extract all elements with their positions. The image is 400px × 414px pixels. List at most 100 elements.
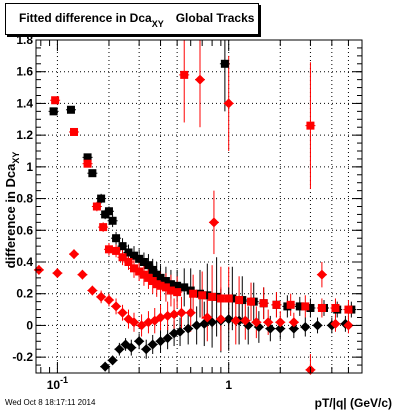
square-marker xyxy=(88,169,97,178)
diamond-marker xyxy=(275,317,286,328)
square-marker xyxy=(104,245,113,254)
y-tick-label: 1.4 xyxy=(16,96,33,110)
square-marker xyxy=(130,264,139,273)
diamond-marker xyxy=(111,301,122,312)
diamond-marker xyxy=(136,320,147,331)
square-marker xyxy=(148,277,157,286)
square-marker xyxy=(344,305,353,314)
axis-ticks xyxy=(36,39,363,374)
square-marker xyxy=(156,281,165,290)
square-marker xyxy=(156,273,165,282)
diamond-marker xyxy=(176,307,187,318)
square-marker xyxy=(99,223,108,232)
square-marker xyxy=(331,303,340,312)
square-marker xyxy=(83,159,92,168)
diamond-marker xyxy=(87,285,98,296)
square-marker xyxy=(220,59,229,68)
square-marker xyxy=(208,292,217,301)
y-tick-label: 1.2 xyxy=(16,128,33,142)
square-marker xyxy=(173,281,182,290)
y-axis-label-subscript: XY xyxy=(11,151,21,164)
square-marker xyxy=(112,234,121,243)
square-marker xyxy=(295,302,304,311)
diamond-marker xyxy=(77,269,88,280)
diamond-marker xyxy=(141,344,152,355)
diamond-marker xyxy=(240,315,251,326)
square-marker xyxy=(118,253,127,262)
square-marker xyxy=(161,277,170,286)
diamond-marker xyxy=(195,74,206,85)
x-tick-label: 10-1 xyxy=(47,375,68,392)
x-axis-label: pT/|q| (GeV/c) xyxy=(314,396,392,410)
square-marker xyxy=(166,286,175,295)
square-marker xyxy=(124,258,133,266)
y-axis-label-text: difference in Dca xyxy=(3,163,18,269)
square-marker xyxy=(317,303,326,312)
y-tick-label: 0 xyxy=(26,318,33,332)
square-marker xyxy=(247,297,256,306)
square-marker xyxy=(301,302,310,311)
diamond-marker xyxy=(162,333,173,344)
y-tick-label: 0.4 xyxy=(16,255,33,269)
diamond-marker xyxy=(230,315,241,326)
diamond-marker xyxy=(117,307,128,318)
diamond-marker xyxy=(208,217,219,228)
title-box: Fitted difference in DcaXY Global Tracks xyxy=(5,3,259,35)
diamond-marker xyxy=(52,268,63,279)
diamond-marker xyxy=(263,317,274,328)
y-tick-label: 0.8 xyxy=(16,192,33,206)
square-marker xyxy=(70,127,79,136)
square-marker xyxy=(139,258,148,266)
square-marker xyxy=(166,280,175,289)
square-marker xyxy=(144,273,153,282)
diamond-marker xyxy=(169,309,180,320)
square-marker xyxy=(83,153,92,162)
square-marker xyxy=(272,300,281,309)
square-marker xyxy=(49,107,58,116)
square-marker xyxy=(135,267,144,276)
square-marker xyxy=(203,291,212,300)
square-marker xyxy=(97,194,106,203)
square-marker xyxy=(286,300,295,309)
diamond-marker xyxy=(175,326,186,337)
data-points xyxy=(33,59,356,375)
diamond-marker xyxy=(103,295,114,306)
chart-title: Fitted difference in DcaXY Global Tracks xyxy=(19,11,254,29)
square-marker xyxy=(198,291,207,300)
square-marker xyxy=(212,292,221,301)
square-marker xyxy=(112,246,121,255)
diamond-marker xyxy=(215,314,226,325)
y-tick-label: 1.8 xyxy=(16,33,33,47)
timestamp-footer: Wed Oct 8 18:17:11 2014 xyxy=(5,398,96,407)
diamond-marker xyxy=(330,318,341,329)
diamond-marker xyxy=(251,317,262,328)
square-marker xyxy=(135,254,144,263)
square-marker xyxy=(224,294,233,303)
square-marker xyxy=(259,299,268,308)
diamond-marker xyxy=(147,339,158,350)
diamond-marker xyxy=(126,342,137,353)
square-marker xyxy=(108,216,117,225)
square-marker xyxy=(235,296,244,305)
y-tick-label: -0.2 xyxy=(12,350,33,364)
y-tick-label: 1 xyxy=(26,160,33,174)
y-tick-label: 1.6 xyxy=(16,65,33,79)
square-marker xyxy=(124,248,133,257)
y-axis-label: difference in DcaXY xyxy=(3,93,21,269)
square-marker xyxy=(189,289,198,298)
square-marker xyxy=(148,265,157,274)
diamond-marker xyxy=(300,322,311,333)
diamond-marker xyxy=(312,320,323,331)
square-marker xyxy=(173,288,182,297)
tick-labels: -0.2 0 0.2 0.4 0.6 0.8 1 1.2 1.4 1.6 1.8 10-1 1 xyxy=(12,33,232,392)
diamond-marker xyxy=(288,323,299,334)
square-marker xyxy=(180,70,189,79)
diamond-marker xyxy=(134,336,145,347)
diamond-marker xyxy=(316,269,327,280)
square-marker xyxy=(306,303,315,312)
diamond-marker xyxy=(129,317,140,328)
diamond-marker xyxy=(96,291,107,302)
y-tick-label: 0.6 xyxy=(16,223,33,237)
diamond-marker xyxy=(107,355,118,366)
